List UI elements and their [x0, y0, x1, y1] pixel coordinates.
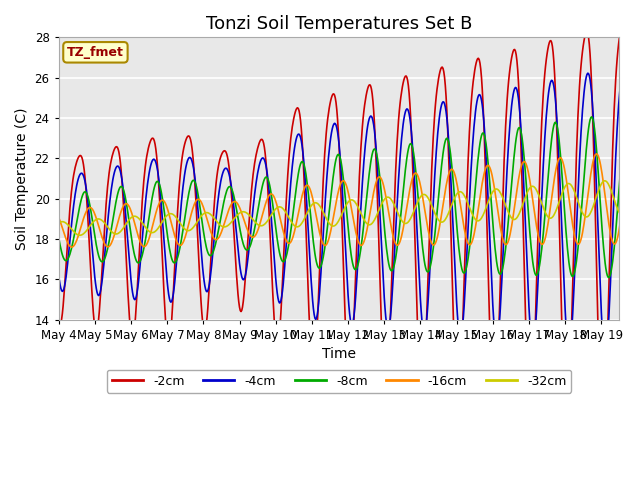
- Title: Tonzi Soil Temperatures Set B: Tonzi Soil Temperatures Set B: [206, 15, 472, 33]
- Legend: -2cm, -4cm, -8cm, -16cm, -32cm: -2cm, -4cm, -8cm, -16cm, -32cm: [107, 370, 572, 393]
- X-axis label: Time: Time: [322, 348, 356, 361]
- Text: TZ_fmet: TZ_fmet: [67, 46, 124, 59]
- Y-axis label: Soil Temperature (C): Soil Temperature (C): [15, 108, 29, 250]
